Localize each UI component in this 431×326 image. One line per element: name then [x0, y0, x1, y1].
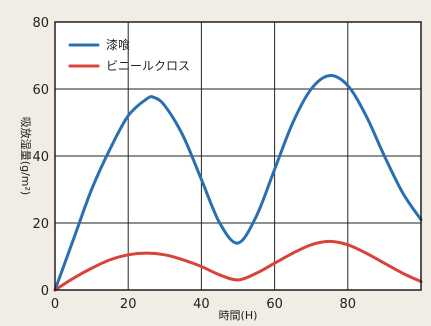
tick-labels: 0 20 40 60 80 0 20 40 60 80 — [32, 16, 356, 312]
series-line-shikkui — [53, 74, 423, 292]
y-tick-label: 0 — [41, 284, 49, 299]
grid — [55, 22, 421, 290]
y-tick-label: 80 — [32, 16, 49, 31]
x-tick-label: 60 — [266, 297, 283, 312]
x-axis-label: 時間(H) — [219, 309, 258, 322]
legend-label-vinyl-cloth: ビニールクロス — [106, 59, 190, 73]
y-tick-label: 40 — [32, 150, 49, 165]
x-tick-label: 20 — [120, 297, 137, 312]
y-tick-label: 20 — [32, 217, 49, 232]
series-line-vinyl-cloth — [53, 239, 423, 292]
x-tick-label: 80 — [340, 297, 357, 312]
x-tick-label: 40 — [193, 297, 210, 312]
y-tick-label: 60 — [32, 83, 49, 98]
plot-frame — [54, 21, 422, 291]
x-tick-label: 0 — [51, 297, 59, 312]
legend-label-shikkui: 漆喰 — [106, 37, 130, 52]
y-axis-label: 吸放湿量(g/m²) — [19, 117, 33, 195]
legend: 漆喰 ビニールクロス — [68, 37, 190, 73]
series-lines — [53, 74, 423, 292]
